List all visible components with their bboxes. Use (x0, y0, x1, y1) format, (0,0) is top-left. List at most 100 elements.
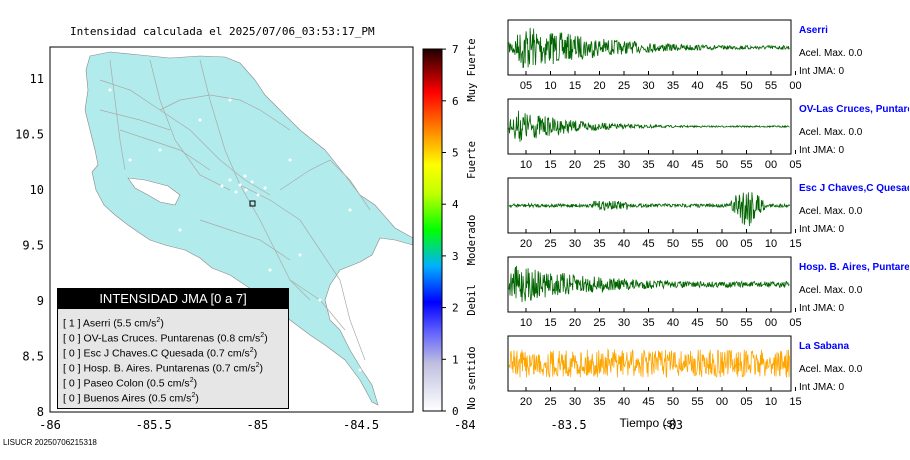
legend-unit-exp: 2 (189, 377, 194, 384)
time-tick-label: 15 (544, 317, 556, 329)
map-x-tick: -84 (454, 418, 476, 432)
accel-max: Acel. Max. 0.0 (799, 48, 862, 59)
legend-unit: cm/s (227, 347, 250, 360)
time-tick-label: 50 (740, 80, 752, 92)
jma-label: Int JMA: (799, 145, 836, 156)
legend-row: [ 0 ] OV-Las Cruces. Puntarenas (0.8 cm/… (63, 332, 268, 345)
time-tick-label: 15 (789, 396, 801, 408)
time-tick-label: 00 (716, 238, 728, 250)
map-frame (49, 46, 414, 413)
time-tick-label: 10 (520, 159, 532, 171)
accel-label: Acel. Max. (799, 48, 846, 59)
time-tick-label: 25 (593, 317, 605, 329)
jma-label: Int JMA: (799, 224, 836, 235)
colorbar-ticks: 0 1 2 3 4 5 6 7 (442, 43, 459, 418)
accel-value: 0.0 (848, 48, 863, 59)
city-markers (108, 88, 362, 372)
time-tick-label: 20 (520, 238, 532, 250)
time-tick-label: 50 (667, 238, 679, 250)
station-name: La Sabana (799, 341, 850, 352)
legend-unit-exp: 2 (260, 332, 265, 339)
time-tick-label: 00 (765, 317, 777, 329)
legend-level: [ 0 ] (63, 392, 81, 405)
map-x-tick: -83.5 (550, 418, 586, 432)
accel-label: Acel. Max. (799, 206, 846, 217)
time-tick-label: 35 (642, 159, 654, 171)
epicenter-marker (249, 200, 256, 207)
gulf-of-nicoya (127, 177, 181, 206)
jma-label: Int JMA: (799, 382, 836, 393)
map-x-tick: -85.5 (136, 418, 172, 432)
map-y-tick: 11 (30, 72, 44, 86)
int-jma: Int JMA: 0 (799, 66, 844, 77)
time-tick-label: 45 (691, 317, 703, 329)
colorbar (422, 48, 443, 412)
legend-unit-exp: 2 (255, 362, 260, 369)
landmass (84, 51, 414, 406)
station-name: Aserri (799, 25, 828, 36)
legend-station: Aserri (82, 317, 111, 330)
station-name: Hosp. B. Aires, Puntarenas (799, 262, 909, 273)
time-tick-label: 10 (765, 238, 777, 250)
accel-max: Acel. Max. 0.0 (799, 285, 862, 296)
time-tick-label: 40 (618, 396, 630, 408)
legend-value: 5.5 (116, 317, 132, 330)
time-tick-label: 20 (569, 317, 581, 329)
time-tick-label: 30 (618, 317, 630, 329)
accel-max: Acel. Max. 0.0 (799, 364, 862, 375)
waveform-panel: 10 15 20 25 30 35 40 45 50 55 00 05 (507, 256, 802, 329)
legend-value: 0.7 (210, 347, 225, 360)
jma-label: Int JMA: (799, 66, 836, 77)
map-x-axis: -86 -85.5 -85 -84.5 -84 -83.5 -83 (39, 418, 683, 432)
time-tick-label: 15 (544, 159, 556, 171)
time-tick-label: 00 (789, 80, 801, 92)
legend-value: 0.8 (220, 332, 236, 345)
legend-row: [ 0 ] Esc J Chaves.C Quesada (0.7 cm/s2) (63, 347, 258, 360)
colorbar-tick-label: 6 (452, 95, 459, 108)
legend-row: [ 0 ] Buenos Aires (0.5 cm/s2) (63, 392, 199, 405)
map-x-tick: -85 (247, 418, 269, 432)
legend-rows: [ 1 ] Aserri (5.5 cm/s2) [ 0 ] OV-Las Cru… (58, 313, 288, 405)
time-tick-label: 45 (716, 80, 728, 92)
time-tick-label: 20 (520, 396, 532, 408)
waveform-trace (508, 265, 790, 303)
time-tick-label: 35 (593, 238, 605, 250)
jma-value: 0 (838, 382, 845, 393)
time-tick-label: 20 (569, 159, 581, 171)
jma-value: 0 (838, 303, 845, 314)
legend-row: [ 0 ] Hosp. B. Aires. Puntarenas (0.7 cm… (63, 362, 264, 375)
time-tick-label: 55 (691, 396, 703, 408)
legend-value: 0.5 (151, 392, 167, 405)
legend-level: [ 1 ] (63, 317, 81, 330)
colorbar-categories: No sentido Debil Moderado Fuerte Muy Fuerte (466, 38, 478, 409)
time-tick-label: 05 (789, 159, 801, 171)
colorbar-tick-label: 3 (452, 250, 459, 263)
int-jma: Int JMA: 0 (799, 382, 844, 393)
time-tick-label: 30 (569, 396, 581, 408)
time-tick-label: 50 (716, 317, 728, 329)
time-tick-label: 50 (716, 159, 728, 171)
road-network (99, 59, 371, 361)
legend-row: [ 1 ] Aserri (5.5 cm/s2) (63, 317, 164, 330)
map-x-tick: -86 (39, 418, 61, 432)
waveform-trace (508, 192, 790, 227)
accel-max: Acel. Max. 0.0 (799, 127, 862, 138)
colorbar-tick-label: 7 (452, 43, 459, 56)
legend-unit-exp: 2 (156, 317, 161, 324)
waveform-panels: 05 10 15 20 25 30 35 40 45 50 55 00 10 15 20 25 30 35 40 45… (507, 19, 802, 408)
map-x-tick: -84.5 (343, 418, 379, 432)
colorbar-tick-label: 0 (452, 405, 459, 418)
colorbar-category: Moderado (466, 215, 478, 266)
time-tick-label: 10 (544, 80, 556, 92)
jma-value: 0 (838, 224, 845, 235)
jma-label: Int JMA: (799, 303, 836, 314)
time-tick-label: 40 (691, 80, 703, 92)
time-tick-label: 40 (667, 159, 679, 171)
time-tick-label: 50 (667, 396, 679, 408)
legend-value: 0.7 (215, 362, 231, 375)
time-axis-label: Tiempo (s) (620, 416, 677, 430)
colorbar-category: Muy Fuerte (466, 38, 478, 101)
time-tick-label: 05 (520, 80, 532, 92)
legend-station: Hosp. B. Aires. Puntarenas (83, 362, 210, 375)
time-tick-label: 40 (618, 238, 630, 250)
